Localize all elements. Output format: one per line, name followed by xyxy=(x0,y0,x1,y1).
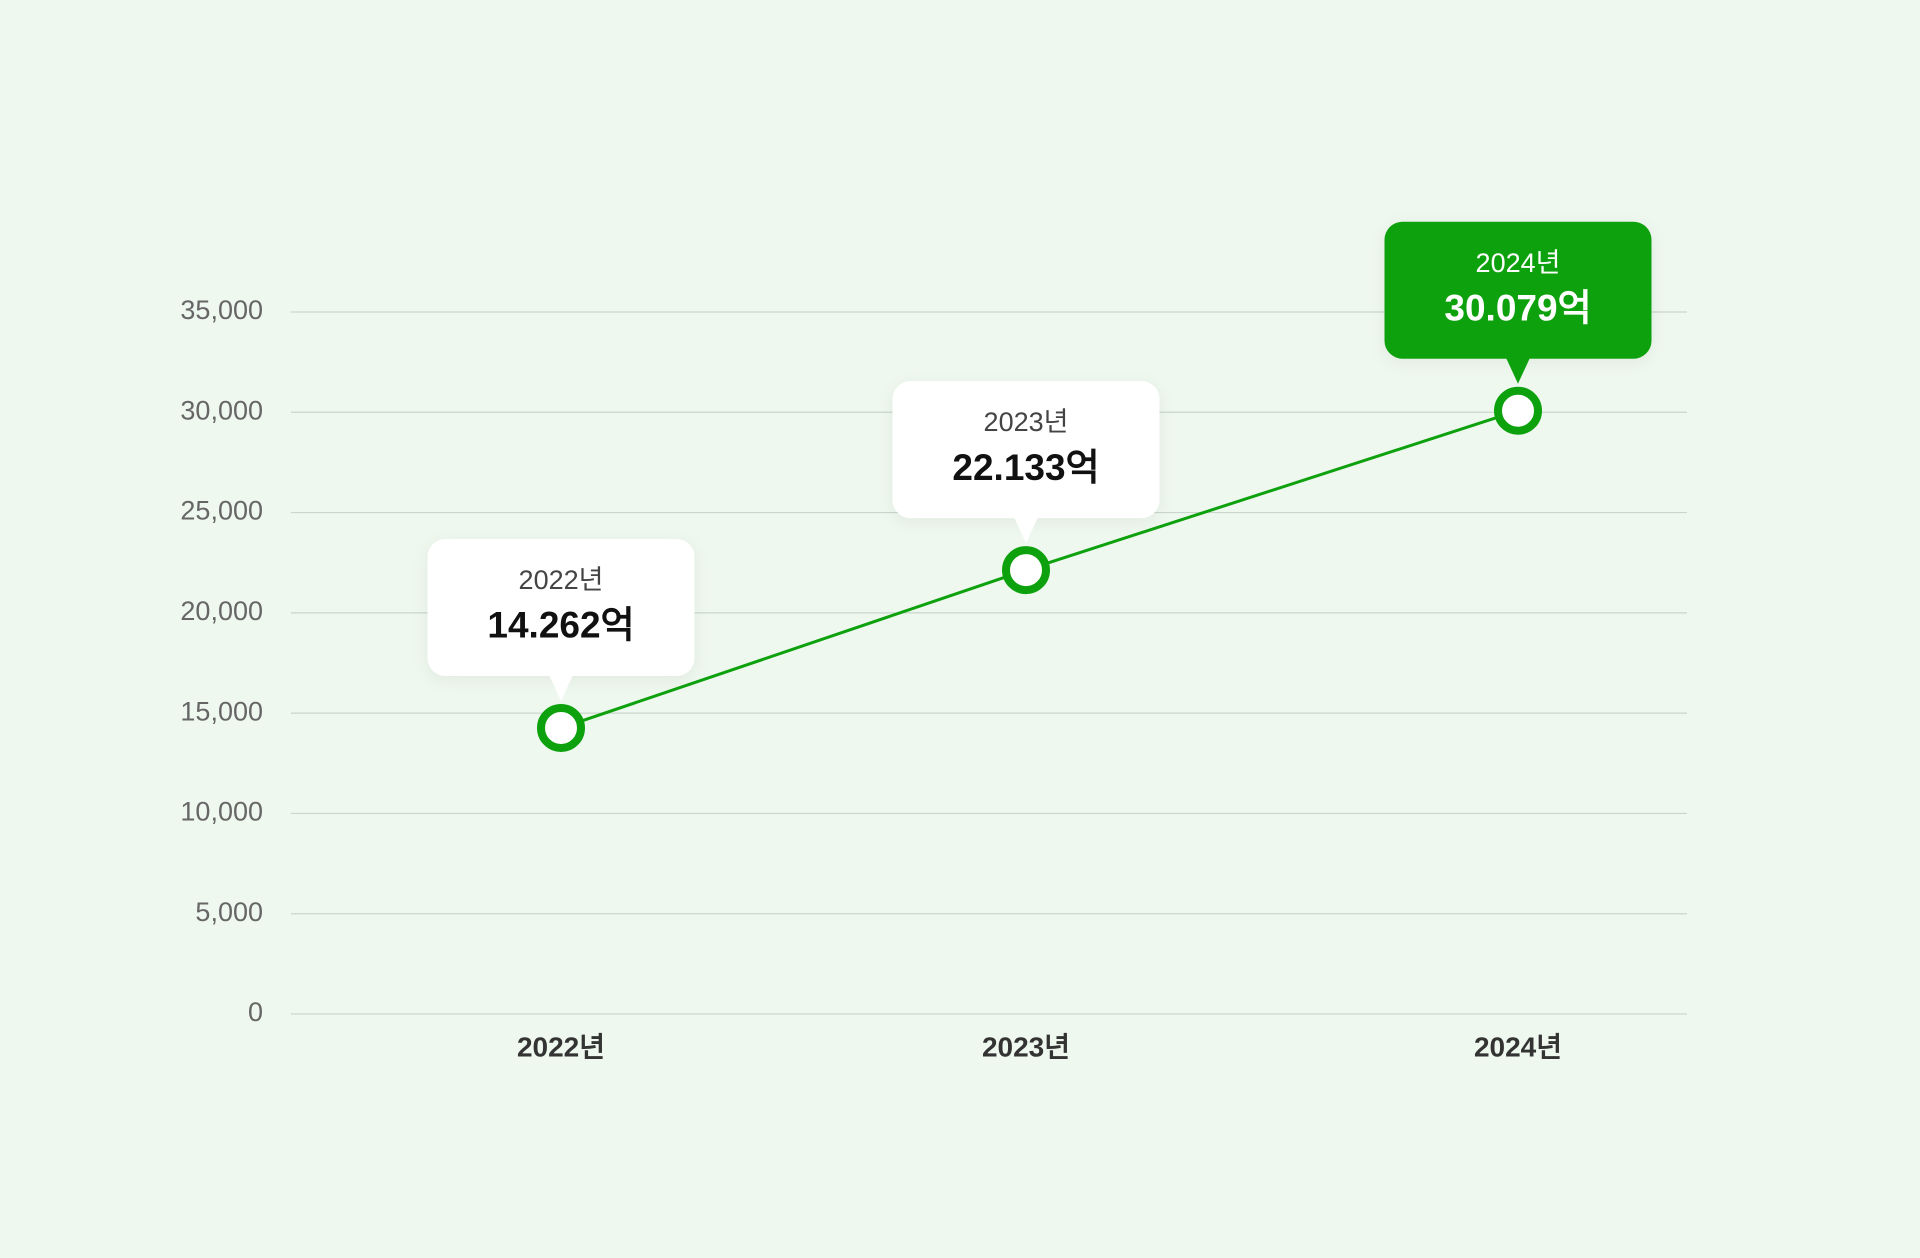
tooltip: 2023년 22.133억 xyxy=(892,381,1160,544)
x-tick-label: 2023년 xyxy=(982,1031,1070,1062)
tooltip: 2024년 30.079억 xyxy=(1384,221,1652,384)
tooltip-year: 2024년 xyxy=(1476,248,1561,278)
tooltip-pointer xyxy=(1014,517,1038,544)
tooltip-pointer xyxy=(1506,357,1530,384)
tooltip: 2022년 14.262억 xyxy=(427,538,695,701)
tooltip-box xyxy=(1384,221,1652,359)
tooltip-value: 30.079억 xyxy=(1444,287,1591,328)
y-tick-label: 0 xyxy=(248,997,263,1027)
tooltip-pointer xyxy=(549,674,573,701)
tooltip-value: 14.262억 xyxy=(487,605,634,646)
tooltip-year: 2023년 xyxy=(984,407,1069,437)
y-tick-label: 25,000 xyxy=(180,496,263,526)
y-tick-label: 20,000 xyxy=(180,596,263,626)
tooltip-year: 2022년 xyxy=(519,565,604,595)
y-tick-label: 35,000 xyxy=(180,295,263,325)
x-tick-label: 2022년 xyxy=(517,1031,605,1062)
y-tick-label: 30,000 xyxy=(180,395,263,425)
y-tick-label: 15,000 xyxy=(180,696,263,726)
point xyxy=(537,703,585,752)
y-tick-label: 10,000 xyxy=(180,797,263,827)
x-tick-label: 2024년 xyxy=(1474,1031,1562,1062)
tooltip-box xyxy=(892,381,1160,519)
point xyxy=(1002,546,1050,595)
y-tick-label: 5,000 xyxy=(195,897,263,927)
tooltip-box xyxy=(427,538,695,676)
point xyxy=(1494,386,1542,435)
tooltip-value: 22.133억 xyxy=(952,447,1099,488)
